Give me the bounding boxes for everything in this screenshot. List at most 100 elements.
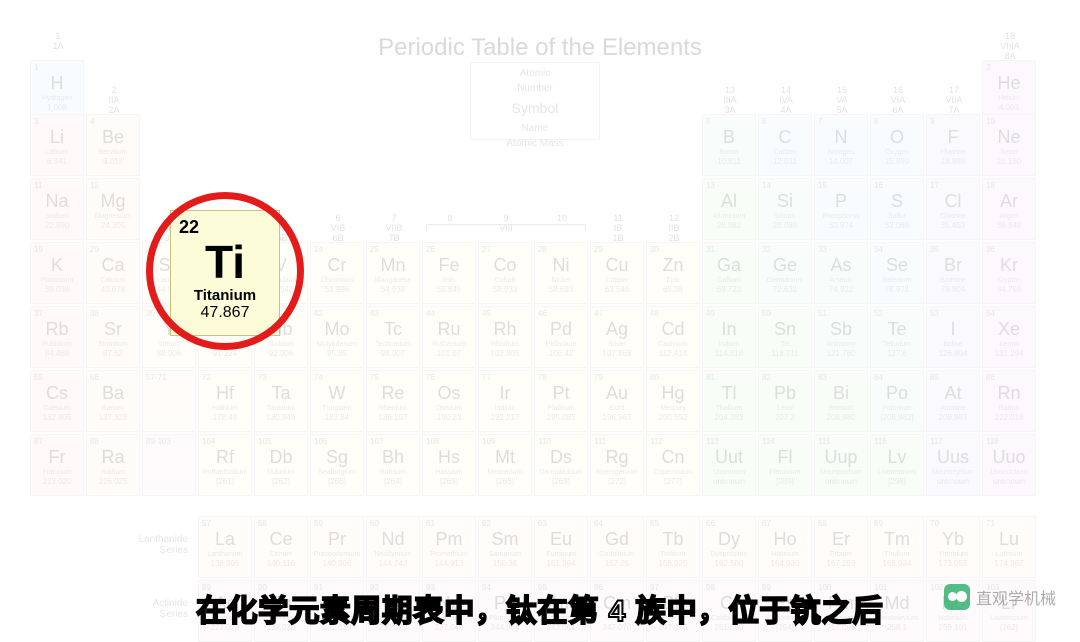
element-Nd: 60NdNeodymium144.243 [366, 516, 420, 578]
element-Tl: 81TlThallium204.383 [702, 370, 756, 432]
element-Mo: 42MoMolybdenum95.95 [310, 306, 364, 368]
element-Xe: 54XeXenon131.294 [982, 306, 1036, 368]
element-Ra: 88RaRadium226.025 [86, 434, 140, 496]
element-Ne: 10NeNeon20.180 [982, 114, 1036, 176]
element-Pr: 59PrPraseodymium140.908 [310, 516, 364, 578]
element-Mn: 25MnManganese54.938 [366, 242, 420, 304]
element-Ge: 32GeGermanium72.631 [758, 242, 812, 304]
element-Ru: 44RuRuthenium101.07 [422, 306, 476, 368]
element-Sn: 50SnTin118.711 [758, 306, 812, 368]
group-header-15: 15VA5A [814, 86, 870, 116]
element-S: 16SSulfur32.066 [870, 178, 924, 240]
element-Be: 4BeBeryllium9.012 [86, 114, 140, 176]
element-Cr: 24CrChromium51.996 [310, 242, 364, 304]
element-Rh: 45RhRhodium102.906 [478, 306, 532, 368]
element-Tm: 69TmThulium168.934 [870, 516, 924, 578]
element-Se: 34SeSelenium78.971 [870, 242, 924, 304]
element-Cd: 48CdCadmium112.414 [646, 306, 700, 368]
element-Kr: 36KrKrypton84.798 [982, 242, 1036, 304]
element-Cl: 17ClChlorine35.453 [926, 178, 980, 240]
element-Mg: 12MgMagnesium24.305 [86, 178, 140, 240]
element-Pb: 82PbLead207.2 [758, 370, 812, 432]
element-P: 15PPhosphorus30.974 [814, 178, 868, 240]
element-Gd: 64GdGadolinium157.25 [590, 516, 644, 578]
group-header-11: 11IB1B [590, 214, 646, 244]
table-title: Periodic Table of the Elements [0, 34, 1080, 62]
element-Sm: 62SmSamarium150.36 [478, 516, 532, 578]
element-Os: 76OsOsmium190.23 [422, 370, 476, 432]
element-Lv: 116LvLivermorium[298] [870, 434, 924, 496]
highlight-ring [146, 192, 304, 350]
element-Hs: 108HsHassium[269] [422, 434, 476, 496]
element-Uus: 117UusUnunseptiumunknown [926, 434, 980, 496]
element-Yb: 70YbYtterbium173.055 [926, 516, 980, 578]
group-header-12: 12IIB2B [646, 214, 702, 244]
element-Ds: 110DsDarmstadtium[269] [534, 434, 588, 496]
element-Ho: 67HoHolmium164.930 [758, 516, 812, 578]
element-Tc: 43TcTechnetium98.907 [366, 306, 420, 368]
legend-l1: Atomic [471, 66, 599, 81]
element-Tb: 65TbTerbium158.925 [646, 516, 700, 578]
element-Au: 79AuGold196.967 [590, 370, 644, 432]
element-N: 7NNitrogen14.007 [814, 114, 868, 176]
element-Rn: 86RnRadon222.018 [982, 370, 1036, 432]
group-header-14: 14IVA4A [758, 86, 814, 116]
element-Hf: 72HfHafnium178.49 [198, 370, 252, 432]
legend-sym: Symbol [471, 98, 599, 119]
element-Ce: 58CeCerium140.116 [254, 516, 308, 578]
group-header-8: 8 [422, 214, 478, 224]
group-header-18: 18VIIIA8A [982, 32, 1038, 62]
group-header-6: 6VIB6B [310, 214, 366, 244]
element-H: 1HHydrogen1.008 [30, 60, 84, 122]
element-Si: 14SiSilicon28.086 [758, 178, 812, 240]
legend-l2: Number [471, 81, 599, 96]
element-At: 85AtAstatine209.987 [926, 370, 980, 432]
element-W: 74WTungsten183.84 [310, 370, 364, 432]
element-Ca: 20CaCalcium40.078 [86, 242, 140, 304]
lanth-label: LanthanideSeries [108, 534, 188, 556]
legend-box: Atomic Number Symbol Name Atomic Mass [470, 62, 600, 140]
group-header-16: 16VIA6A [870, 86, 926, 116]
element-Fe: 26FeIron55.845 [422, 242, 476, 304]
element-Bh: 107BhBohrium[264] [366, 434, 420, 496]
element-La: 57LaLanthanum138.905 [198, 516, 252, 578]
element-Pt: 78PtPlatinum195.085 [534, 370, 588, 432]
element-In: 49InIndium114.818 [702, 306, 756, 368]
element-As: 33AsArsenic74.922 [814, 242, 868, 304]
element-Cu: 29CuCopper63.546 [590, 242, 644, 304]
element-Te: 52TeTellurium127.6 [870, 306, 924, 368]
group-header-10: 10 [534, 214, 590, 224]
element-Ni: 28NiNickel58.693 [534, 242, 588, 304]
group-header-13: 13IIIA3A [702, 86, 758, 116]
element-Pm: 61PmPromethium144.913 [422, 516, 476, 578]
element-Pd: 46PdPalladium106.42 [534, 306, 588, 368]
element-He: 2HeHelium4.003 [982, 60, 1036, 122]
element-Br: 35BrBromine79.904 [926, 242, 980, 304]
element-Sr: 38SrStrontium87.62 [86, 306, 140, 368]
group-header-7: 7VIIB7B [366, 214, 422, 244]
element-Uut: 113UutUnuntriumunknown [702, 434, 756, 496]
element-Cs: 55CsCaesium132.905 [30, 370, 84, 432]
element-Ta: 73TaTantalum180.948 [254, 370, 308, 432]
element-Po: 84PoPolonium[208.982] [870, 370, 924, 432]
element-Rf: 104RfRutherfordium[261] [198, 434, 252, 496]
legend-l3: Name [471, 121, 599, 136]
group-header-2: 2IIA2A [86, 86, 142, 116]
element-Db: 105DbDubnium[262] [254, 434, 308, 496]
element-Mt: 109MtMeitnerium[268] [478, 434, 532, 496]
element-Ag: 47AgSilver107.868 [590, 306, 644, 368]
legend-l4: Atomic Mass [471, 136, 599, 151]
element-Al: 13AlAluminium26.982 [702, 178, 756, 240]
element-C: 6CCarbon12.011 [758, 114, 812, 176]
element-Bi: 83BiBismuth208.980 [814, 370, 868, 432]
element-Na: 11NaSodium22.990 [30, 178, 84, 240]
element-Er: 68ErErbium167.259 [814, 516, 868, 578]
element-89-103: 89-103 [142, 434, 196, 496]
element-Fr: 87FrFrancium223.020 [30, 434, 84, 496]
element-Sg: 106SgSeaborgium[266] [310, 434, 364, 496]
element-Dy: 66DyDysprosium162.500 [702, 516, 756, 578]
element-F: 9FFluorine18.998 [926, 114, 980, 176]
element-Hg: 80HgMercury200.592 [646, 370, 700, 432]
element-Lu: 71LuLutetium174.967 [982, 516, 1036, 578]
group-header-17: 17VIIA7A [926, 86, 982, 116]
